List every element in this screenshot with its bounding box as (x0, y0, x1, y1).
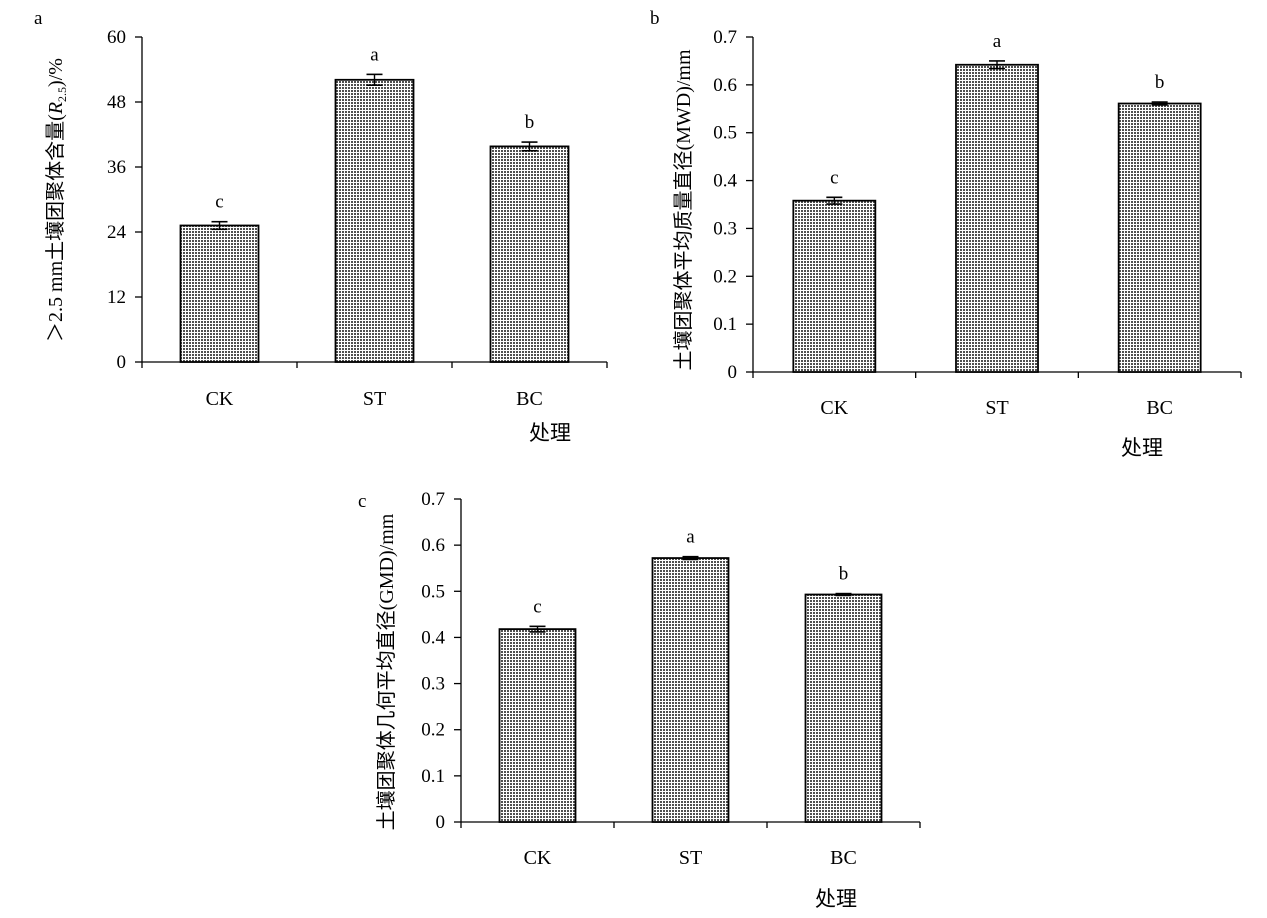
y-tick-label: 0 (117, 352, 127, 373)
x-category-label-ck: CK (524, 847, 552, 869)
significance-label-bc: b (525, 112, 535, 133)
y-tick-label: 0.3 (713, 218, 737, 239)
x-category-label-st: ST (363, 388, 386, 410)
y-axis-title: 土壤团聚体几何平均直径(GMD)/mm (375, 513, 398, 830)
x-category-label-st: ST (679, 847, 702, 869)
y-axis-title-prefix: ＞2.5 mm土壤团聚体含量( (44, 114, 67, 342)
y-tick-label: 0 (728, 362, 738, 383)
x-axis-title: 处理 (1121, 436, 1163, 460)
y-axis-title: ＞2.5 mm土壤团聚体含量(R2.5)/% (44, 58, 69, 342)
y-tick-label: 0.7 (713, 27, 737, 48)
bar-ck (179, 224, 260, 363)
bar-st (955, 63, 1039, 373)
x-category-label-bc: BC (516, 388, 543, 410)
chart-panel-a: a 0 12 24 36 48 60 c CK a ST b BC 处理 ＞2.5 mm土壤团聚体含量(R2… (34, 8, 608, 445)
y-tick-label: 0.6 (421, 535, 445, 556)
y-tick-label: 0.3 (421, 674, 445, 695)
significance-label-st: a (370, 44, 379, 65)
significance-label-ck: c (215, 192, 223, 213)
significance-label-ck: c (830, 167, 838, 188)
x-axis-title: 处理 (815, 887, 857, 911)
y-axis-title: 土壤团聚体平均质量直径(MWD)/mm (672, 49, 695, 371)
y-tick-label: 0.2 (713, 266, 737, 287)
y-tick-label: 0.7 (421, 489, 445, 510)
y-tick-label: 0.5 (421, 581, 445, 602)
y-tick-label: 12 (107, 287, 126, 308)
y-tick-label: 24 (107, 222, 127, 243)
y-tick-label: 0.4 (421, 627, 445, 648)
y-tick-label: 0.2 (421, 720, 445, 741)
significance-label-ck: c (533, 596, 541, 617)
significance-label-st: a (993, 31, 1002, 52)
y-axis-title-subscript: 2.5 (55, 87, 69, 102)
significance-label-st: a (686, 527, 695, 548)
panel-letter: c (358, 491, 366, 512)
x-category-label-st: ST (985, 397, 1008, 419)
bar-bc (489, 145, 570, 363)
x-category-label-bc: BC (1146, 397, 1173, 419)
y-tick-label: 0.1 (713, 314, 737, 335)
y-tick-label: 0.5 (713, 123, 737, 144)
bar-st (334, 78, 415, 363)
bar-ck (792, 199, 877, 373)
y-tick-label: 0 (436, 812, 446, 833)
significance-label-bc: b (1155, 72, 1165, 93)
y-axis-title-suffix: )/% (45, 58, 67, 87)
y-tick-label: 0.6 (713, 75, 737, 96)
y-axis-title-variable: R (45, 102, 67, 115)
x-axis-title: 处理 (529, 421, 571, 445)
bar-st (651, 557, 730, 823)
significance-label-bc: b (839, 564, 849, 585)
y-tick-label: 48 (107, 92, 126, 113)
y-tick-label: 0.4 (713, 171, 737, 192)
chart-panel-b: b 0 0.1 0.2 0.3 0.4 0.5 0.6 0.7 c CK a ST b BC 处理 土壤团聚体平… (650, 8, 1242, 460)
y-tick-label: 36 (107, 157, 126, 178)
bar-ck (498, 628, 577, 823)
y-tick-label: 60 (107, 27, 126, 48)
bar-bc (804, 593, 883, 823)
panel-letter: a (34, 8, 43, 29)
bar-bc (1117, 102, 1202, 373)
chart-panel-c: c 0 0.1 0.2 0.3 0.4 0.5 0.6 0.7 c CK a ST b BC 处理 土壤团聚体几… (358, 489, 921, 911)
y-tick-label: 0.1 (421, 766, 445, 787)
x-category-label-ck: CK (206, 388, 234, 410)
x-category-label-ck: CK (820, 397, 848, 419)
panel-letter: b (650, 8, 660, 29)
x-category-label-bc: BC (830, 847, 857, 869)
